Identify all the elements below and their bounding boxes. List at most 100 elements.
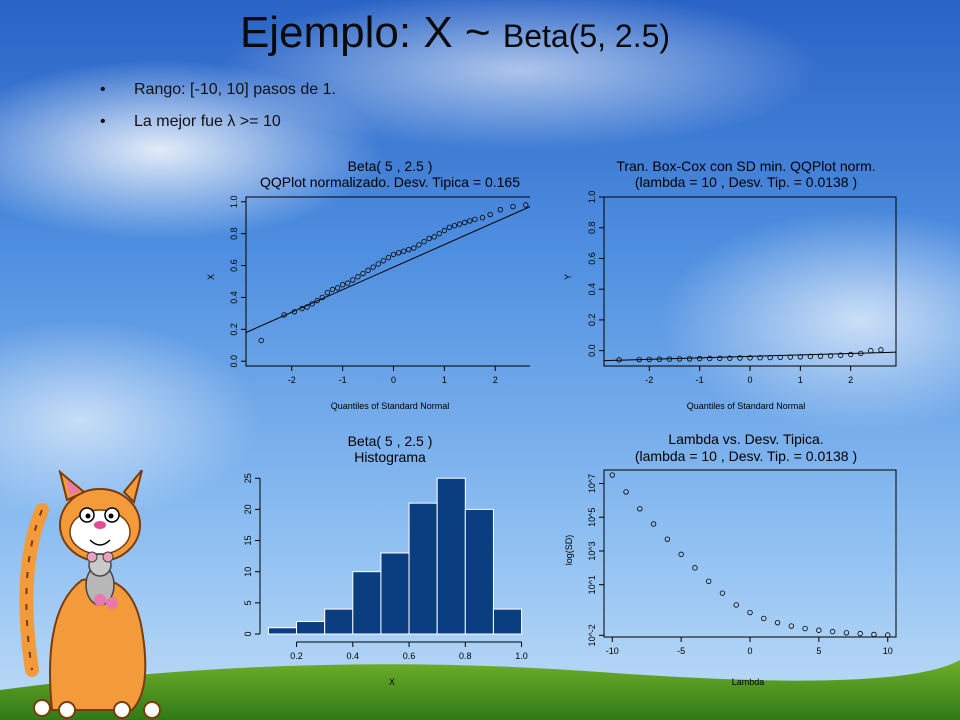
y-tick-label: 1.0 [587,191,597,204]
data-point [827,353,834,359]
bullet-dot: • [100,81,106,98]
data-point [350,277,356,283]
data-point [878,347,884,353]
x-tick-label: 5 [816,646,821,656]
x-tick-label: 0.4 [347,651,360,661]
data-point [339,281,346,288]
data-point [696,355,703,362]
data-point [733,602,739,608]
y-tick-label: 0.4 [229,291,239,304]
data-point [829,628,836,635]
title-sub: Beta(5, 2.5) [502,18,671,54]
data-point [479,215,486,221]
data-point [431,234,437,240]
data-point [707,355,713,362]
data-point [299,305,305,312]
y-tick-label: 10^3 [587,541,597,560]
data-point [747,355,753,361]
data-point [380,258,387,264]
x-tick-label: -2 [645,375,653,385]
x-tick-label: -1 [696,375,704,385]
y-tick-label: 0.0 [229,355,239,368]
bullet-text: La mejor fue λ >= 10 [134,113,281,130]
x-tick-label: 0 [747,375,752,385]
data-point [646,356,653,363]
y-tick-label: 0.2 [587,314,597,327]
data-point [774,619,781,626]
data-point [761,615,767,622]
y-tick-label: 0.6 [229,259,239,272]
y-tick-label: 25 [243,473,253,483]
data-point [885,632,891,638]
y-tick-label: 0.2 [229,323,239,336]
data-point [421,238,427,245]
data-point [676,356,683,362]
data-point [666,356,673,362]
histogram-bar [464,508,494,635]
data-point [857,630,863,637]
chart-title: Tran. Box-Cox con SD min. QQPlot norm. [616,158,875,174]
data-point [360,270,366,277]
y-tick-label: 5 [243,600,253,605]
data-point [472,216,478,223]
data-point [871,631,877,638]
qqplot-beta-chart: Beta( 5 , 2.5 ) QQPlot normalizado. Desv… [206,158,530,411]
data-point [291,309,298,315]
data-point [281,312,287,318]
histogram-bar [492,608,523,635]
data-point [767,354,773,361]
y-tick-label: 0.4 [587,283,597,296]
data-point [462,219,468,226]
x-tick-label: 2 [493,375,498,385]
data-point [705,578,712,585]
y-tick-label: 10^-2 [587,624,597,646]
data-point [858,350,864,357]
data-point [319,294,325,301]
x-tick-label: 1.0 [515,651,528,661]
x-tick-label: 0.8 [459,651,472,661]
x-tick-label: -1 [339,375,347,385]
data-point [400,248,407,254]
chart-subtitle: QQPlot normalizado. Desv. Tipica = 0.165 [260,174,520,190]
chart-title: Beta( 5 , 2.5 ) [348,433,433,449]
y-axis-label: X [206,274,216,280]
x-axis-label: X [389,677,395,687]
x-tick-label: -2 [288,375,296,385]
x-tick-label: 1 [798,375,803,385]
data-point [788,623,795,629]
data-point [868,347,874,354]
x-tick-label: 0.6 [403,651,416,661]
data-point [334,285,341,291]
histogram-bar [408,502,438,635]
histogram-bar [267,627,298,635]
y-tick-label: 1.0 [229,196,239,209]
reference-line [245,206,530,333]
plot-frame [603,196,897,367]
data-point [719,590,726,596]
data-point [436,230,442,237]
y-tick-label: 10^5 [587,508,597,527]
data-point [678,551,684,558]
plot-frame [245,196,530,367]
x-tick-label: 0 [747,646,752,656]
cat-illustration [19,470,161,719]
data-point [686,356,693,362]
data-point [747,609,753,616]
histogram-bar [324,608,354,635]
data-point [787,354,793,360]
data-point [497,207,504,213]
data-point [411,245,417,251]
x-tick-label: -10 [606,646,619,656]
chart-title: Lambda vs. Desv. Tipica. [668,431,823,447]
x-axis-label: Lambda [732,677,765,687]
data-point [609,472,615,478]
y-tick-label: 10 [243,567,253,577]
y-axis-label: Y [563,274,573,280]
x-tick-label: -5 [677,646,685,656]
data-point [616,357,622,363]
data-point [456,221,463,227]
bullet-dot: • [100,113,106,130]
histogram-bar [296,621,326,635]
bullet-text: Rango: [-10, 10] pasos de 1. [134,81,336,98]
histogram-bar [352,571,382,635]
